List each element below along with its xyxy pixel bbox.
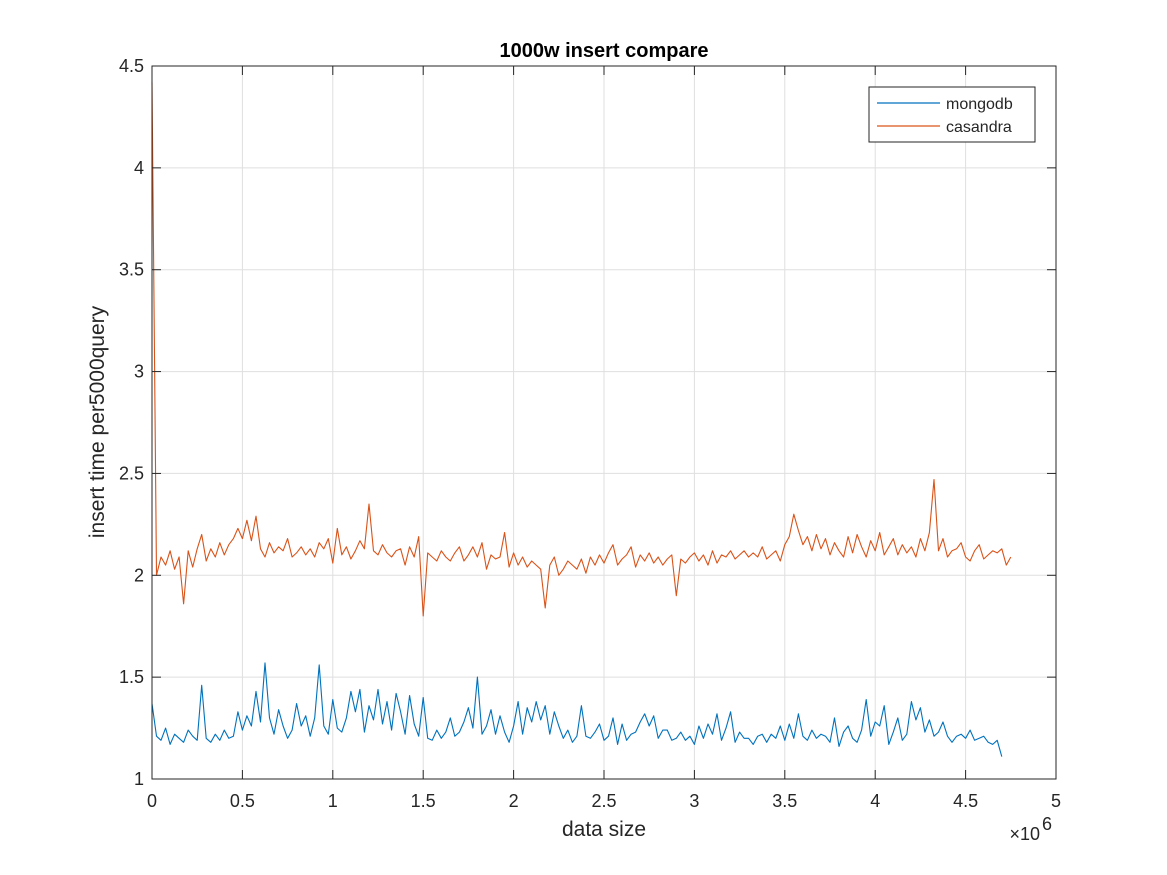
- x-tick-label: 3: [689, 791, 699, 811]
- x-axis-exponent: ×10 6: [1009, 814, 1052, 844]
- x-axis-label: data size: [562, 818, 646, 841]
- x-tick-label: 4.5: [953, 791, 978, 811]
- legend-box: [868, 86, 1036, 143]
- y-tick-label: 1.5: [119, 667, 144, 687]
- axis-ticks: [151, 65, 1057, 780]
- x-tick-label: 1.5: [411, 791, 436, 811]
- y-tick-label: 1: [134, 769, 144, 789]
- x-tick-label: 0: [147, 791, 157, 811]
- y-tick-label: 3: [134, 362, 144, 382]
- tick-labels: 0 0.5 1 1.5 2 2.5 3 3.5 4 4.5 5 1 1.5 2 2.5 3 3.5 4 4.5: [119, 56, 1061, 811]
- x-tick-label: 4: [870, 791, 880, 811]
- y-tick-label: 2: [134, 565, 144, 585]
- grid-lines: [152, 66, 1056, 779]
- x-tick-label: 1: [328, 791, 338, 811]
- y-tick-label: 3.5: [119, 260, 144, 280]
- y-axis-label: insert time per5000query: [86, 305, 109, 538]
- legend: mongodb casandra: [868, 86, 1036, 143]
- x-axis-exponent-power: 6: [1042, 814, 1052, 834]
- chart-title: 1000w insert compare: [500, 40, 709, 62]
- series-lines: [151, 82, 1012, 757]
- series-line-casandra: [151, 82, 1012, 617]
- legend-label-mongodb: mongodb: [946, 96, 1013, 113]
- x-tick-label: 0.5: [230, 791, 255, 811]
- series-line-mongodb: [151, 662, 1003, 757]
- y-tick-label: 4.5: [119, 56, 144, 76]
- x-tick-label: 5: [1051, 791, 1061, 811]
- x-tick-label: 2: [509, 791, 519, 811]
- y-tick-label: 4: [134, 158, 144, 178]
- x-tick-label: 2.5: [591, 791, 616, 811]
- x-tick-label: 3.5: [772, 791, 797, 811]
- legend-label-casandra: casandra: [946, 119, 1012, 136]
- y-tick-label: 2.5: [119, 463, 144, 483]
- x-axis-exponent-base: ×10: [1009, 824, 1040, 844]
